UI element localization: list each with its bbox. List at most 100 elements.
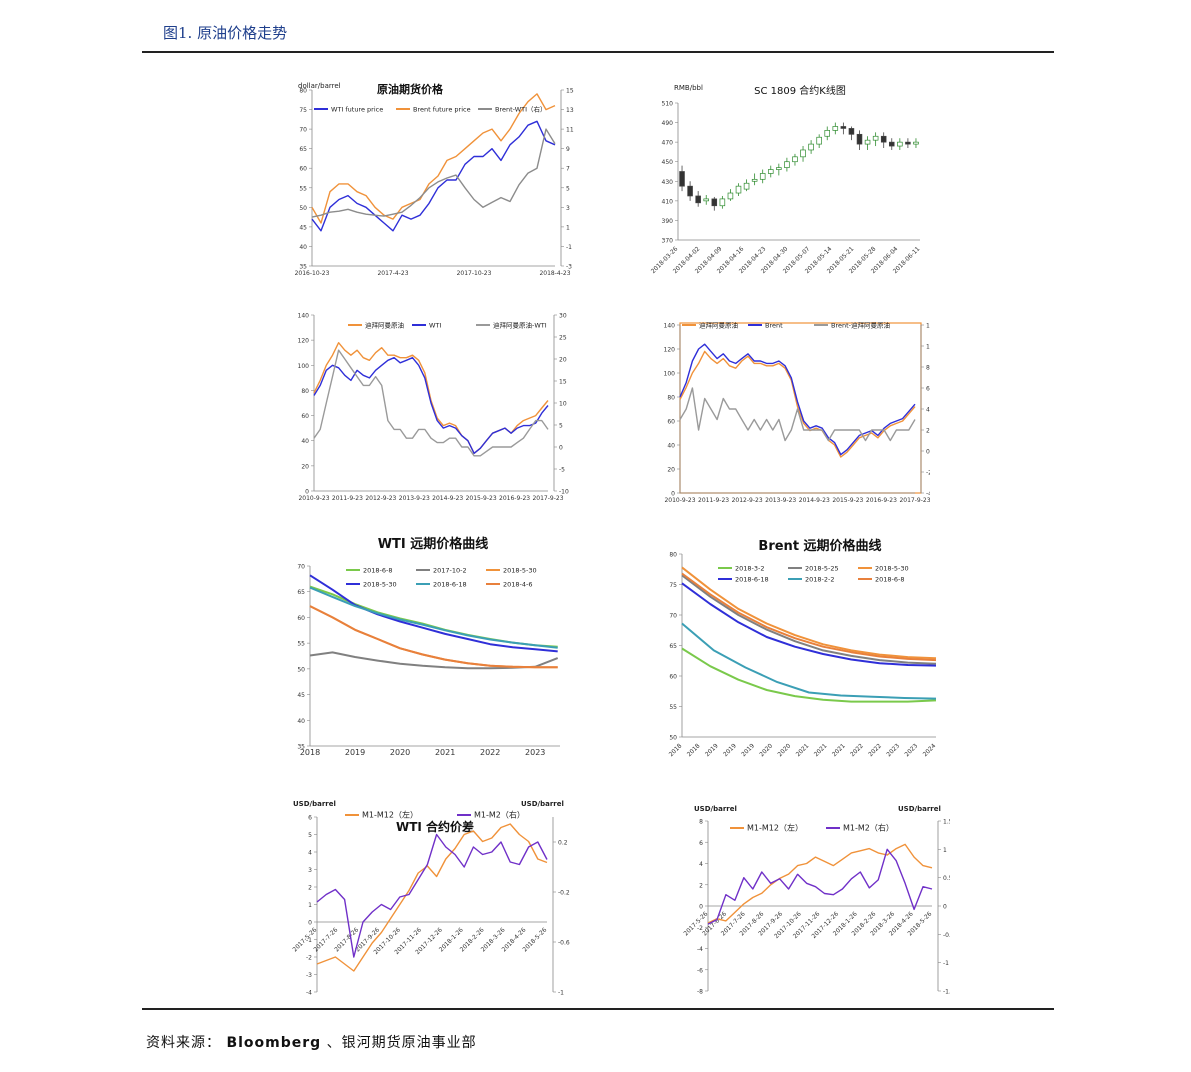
y-tick-label: 65 [297, 589, 305, 596]
top-rule [142, 51, 1054, 53]
x-tick-label: 2021 [813, 742, 829, 758]
y-tick-label: -4 [697, 946, 703, 953]
candle-body [816, 136, 822, 145]
y-tick-label: 35 [299, 264, 307, 271]
candle-body [888, 141, 895, 147]
y2-tick-label: 3 [566, 205, 570, 212]
x-tick-label: 2013-9-23 [399, 495, 430, 502]
y-tick-label: 80 [299, 88, 307, 95]
y-tick-label: 0 [305, 489, 309, 496]
y-tick-label: 1 [308, 902, 312, 909]
x-tick-label: 2022 [480, 748, 500, 757]
candle-body [751, 178, 758, 182]
y-tick-label: 70 [669, 613, 677, 620]
y2-tick-label: 10 [559, 401, 567, 408]
legend-label: 迪拜阿曼原油 [699, 321, 738, 330]
y-tick-label: -3 [306, 972, 312, 979]
x-tick-label: 2017-9-23 [899, 497, 930, 504]
y2-tick-label: 10 [926, 344, 930, 351]
y-tick-label: -2 [697, 925, 703, 932]
series-line [313, 357, 549, 455]
candle-body [711, 198, 718, 207]
y2-tick-label: -5 [559, 467, 565, 474]
legend-label: 2017-10-2 [433, 567, 467, 575]
series-line [681, 622, 937, 700]
source-brand: Bloomberg [226, 1035, 322, 1051]
x-tick-label: 2015-9-23 [832, 497, 863, 504]
y2-tick-label: 1 [566, 224, 570, 231]
y-tick-label: 100 [664, 371, 676, 378]
x-tick-label: 2022 [867, 742, 883, 758]
y-tick-label: 0 [699, 904, 703, 911]
candle-body [800, 149, 806, 158]
x-tick-label: 2011-9-23 [698, 497, 729, 504]
x-tick-label: 2021 [435, 748, 455, 757]
y-tick-label: -6 [697, 967, 703, 974]
series-line [681, 566, 937, 660]
legend-label: 迪拜阿曼原油 [365, 321, 404, 330]
legend-label: M1-M2（右） [474, 810, 525, 820]
series-line [679, 350, 916, 458]
y-tick-label: 55 [299, 185, 307, 192]
candle-body [703, 198, 710, 202]
x-tick-label: 2016-10-23 [295, 270, 330, 277]
y-tick-label: 430 [662, 179, 674, 186]
y2-axis-label: USD/barrel [898, 805, 941, 813]
legend-label: Brent-WTI（右） [495, 105, 547, 114]
x-tick-label: 2010-9-23 [664, 497, 695, 504]
x-tick-label: 2023 [525, 748, 545, 757]
bottom-rule [142, 1008, 1054, 1010]
candle-body [913, 141, 919, 145]
y-axis-label: USD/barrel [694, 805, 737, 813]
y-tick-label: 6 [308, 815, 312, 822]
series-line [679, 387, 916, 442]
y2-tick-label: 20 [559, 357, 567, 364]
y2-tick-label: 1.5 [943, 819, 950, 826]
x-tick-label: 2019 [722, 742, 738, 758]
legend-label: 2018-6-18 [735, 576, 769, 584]
y-tick-label: 120 [298, 338, 310, 345]
series-line [309, 585, 558, 648]
y2-tick-label: 30 [559, 313, 567, 320]
y2-tick-label: 0 [559, 445, 563, 452]
y-tick-label: 2 [699, 882, 703, 889]
candle-body [864, 139, 871, 145]
x-tick-label: 2016-9-23 [499, 495, 530, 502]
x-tick-label: 2013-9-23 [765, 497, 796, 504]
y-tick-label: 100 [298, 363, 310, 370]
series-line [707, 843, 933, 924]
x-tick-label: 2018 [686, 742, 702, 758]
series-line [681, 582, 937, 667]
y-axis-label: RMB/bbl [674, 84, 703, 92]
series-line [309, 605, 558, 669]
y-tick-label: 410 [662, 198, 674, 205]
y-tick-label: 390 [662, 218, 674, 225]
y2-tick-label: 11 [566, 127, 574, 134]
x-tick-label: 2010-9-23 [298, 495, 329, 502]
y2-tick-label: -0.5 [943, 932, 950, 939]
y-tick-label: 490 [662, 120, 674, 127]
x-tick-label: 2018-4-23 [539, 270, 570, 277]
legend-label: 2018-5-30 [363, 581, 397, 589]
y-tick-label: 3 [308, 867, 312, 874]
y2-tick-label: -0.6 [558, 940, 570, 947]
y-tick-label: 75 [669, 582, 677, 589]
y2-tick-label: 2 [926, 428, 930, 435]
candle-body [848, 128, 855, 135]
source-prefix: 资料来源： [146, 1035, 221, 1051]
series-line [681, 572, 937, 662]
legend-label: 2018-3-2 [735, 565, 765, 573]
chart-brent-spreads: -8-6-4-202468-1.5-1-0.500.511.52017-5-26… [682, 805, 950, 996]
y-axis-label: dollar/barrel [298, 82, 341, 90]
y2-tick-label: -10 [559, 489, 569, 496]
y-tick-label: 75 [299, 107, 307, 114]
y-tick-label: -8 [697, 989, 703, 996]
y-tick-label: 40 [297, 718, 305, 725]
candle-body [776, 167, 782, 170]
legend-label: WTI future price [331, 106, 383, 114]
candle-body [727, 192, 734, 200]
y-tick-label: 120 [664, 347, 676, 354]
candle-body [743, 182, 750, 190]
candle-body [840, 126, 847, 129]
candle-body [824, 130, 831, 137]
